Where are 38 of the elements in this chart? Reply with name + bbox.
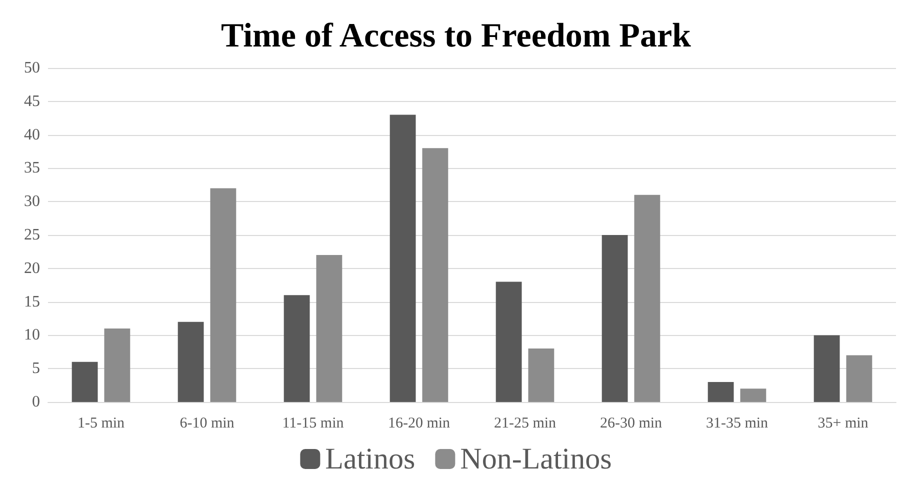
y-tick-label: 40 <box>24 126 40 144</box>
y-tick-label: 50 <box>24 60 40 76</box>
legend-label: Non-Latinos <box>460 442 612 476</box>
y-tick-label: 25 <box>24 226 40 244</box>
y-tick-label: 30 <box>24 193 40 210</box>
x-tick-label: 16-20 min <box>388 416 451 432</box>
bar <box>210 188 236 402</box>
bar <box>316 255 342 402</box>
x-tick-label: 21-25 min <box>494 416 557 432</box>
bar <box>846 355 872 402</box>
bar <box>496 282 522 402</box>
bar <box>390 114 416 402</box>
y-tick-label: 15 <box>24 293 40 310</box>
bar <box>602 235 628 402</box>
bar <box>422 148 448 402</box>
y-tick-label: 0 <box>32 394 40 410</box>
y-tick-label: 20 <box>24 260 40 277</box>
bar <box>528 348 554 402</box>
x-tick-label: 11-15 min <box>282 416 344 432</box>
y-tick-label: 5 <box>32 360 40 378</box>
y-tick-label: 45 <box>24 92 40 110</box>
x-tick-label: 1-5 min <box>77 416 126 432</box>
bar <box>284 295 310 402</box>
bar <box>178 322 204 402</box>
bar <box>104 328 130 402</box>
x-tick-label: 35+ min <box>818 416 869 432</box>
legend-label: Latinos <box>325 442 416 476</box>
x-tick-label: 31-35 min <box>706 416 769 432</box>
bar <box>708 382 734 402</box>
bar <box>634 194 660 402</box>
bar <box>72 362 98 402</box>
bar <box>740 388 766 402</box>
chart-title: Time of Access to Freedom Park <box>221 18 692 54</box>
y-tick-label: 10 <box>24 326 40 344</box>
y-tick-label: 35 <box>24 160 40 177</box>
x-tick-label: 26-30 min <box>600 416 663 432</box>
x-tick-label: 6-10 min <box>180 416 235 432</box>
bar <box>814 335 840 402</box>
